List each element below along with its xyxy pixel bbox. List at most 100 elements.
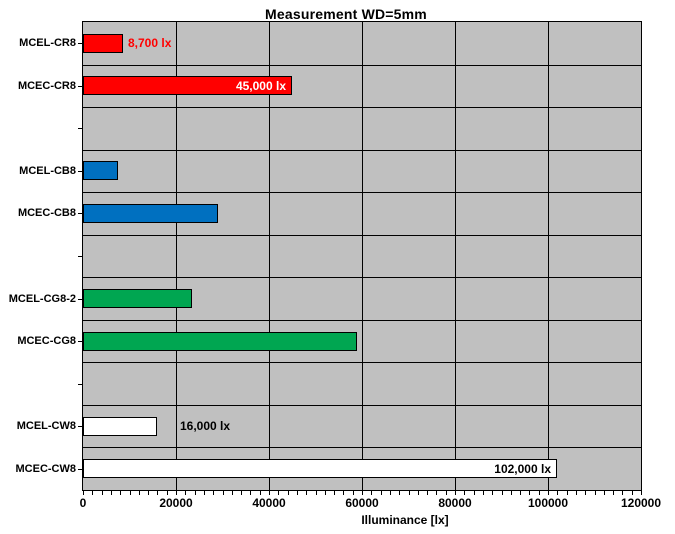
minor-tick — [604, 491, 605, 495]
minor-tick — [130, 491, 131, 495]
category-label: MCEC-CG8 — [17, 335, 76, 347]
minor-tick — [567, 491, 568, 495]
minor-tick — [418, 491, 419, 495]
category-tick — [78, 43, 83, 44]
category-tick — [78, 86, 83, 87]
minor-tick — [325, 491, 326, 495]
vertical-gridline — [176, 22, 177, 490]
minor-tick — [167, 491, 168, 495]
category-tick — [78, 128, 83, 129]
minor-tick — [585, 491, 586, 495]
minor-tick — [427, 491, 428, 495]
category-tick — [78, 171, 83, 172]
vertical-gridline — [269, 22, 270, 490]
minor-tick — [139, 491, 140, 495]
category-tick — [78, 426, 83, 427]
minor-tick — [511, 491, 512, 495]
minor-tick — [120, 491, 121, 495]
minor-tick — [483, 491, 484, 495]
minor-tick — [102, 491, 103, 495]
minor-tick — [381, 491, 382, 495]
minor-tick — [306, 491, 307, 495]
horizontal-gridline — [83, 235, 641, 236]
vertical-gridline — [362, 22, 363, 490]
minor-tick — [409, 491, 410, 495]
horizontal-gridline — [83, 320, 641, 321]
minor-tick — [157, 491, 158, 495]
category-tick — [78, 341, 83, 342]
minor-tick — [111, 491, 112, 495]
minor-tick — [390, 491, 391, 495]
minor-tick — [223, 491, 224, 495]
x-tick-label: 80000 — [438, 496, 472, 510]
minor-tick — [195, 491, 196, 495]
bar — [83, 417, 157, 436]
minor-tick — [474, 491, 475, 495]
minor-tick — [343, 491, 344, 495]
minor-tick — [502, 491, 503, 495]
minor-tick — [269, 491, 270, 495]
minor-tick — [278, 491, 279, 495]
category-label: MCEC-CW8 — [15, 463, 77, 475]
data-label: 102,000 lx — [494, 462, 551, 476]
category-tick — [78, 213, 83, 214]
minor-tick — [548, 491, 549, 495]
bar — [83, 289, 192, 308]
minor-tick — [204, 491, 205, 495]
horizontal-gridline — [83, 447, 641, 448]
category-tick — [78, 384, 83, 385]
minor-tick — [455, 491, 456, 495]
minor-tick — [316, 491, 317, 495]
category-label: MCEL-CR8 — [19, 37, 76, 49]
minor-tick — [641, 491, 642, 495]
minor-tick — [250, 491, 251, 495]
horizontal-gridline — [83, 65, 641, 66]
minor-tick — [557, 491, 558, 495]
x-tick-label: 100000 — [527, 496, 569, 510]
data-label: 16,000 lx — [180, 419, 231, 433]
category-label: MCEL-CG8-2 — [8, 293, 76, 305]
x-tick-label: 40000 — [252, 496, 286, 510]
minor-tick — [446, 491, 447, 495]
minor-tick — [529, 491, 530, 495]
category-tick — [78, 256, 83, 257]
minor-tick — [632, 491, 633, 495]
minor-tick — [92, 491, 93, 495]
minor-tick — [576, 491, 577, 495]
bar — [83, 76, 292, 95]
horizontal-gridline — [83, 277, 641, 278]
horizontal-gridline — [83, 192, 641, 193]
category-label: MCEL-CB8 — [19, 165, 76, 177]
minor-tick — [148, 491, 149, 495]
minor-tick — [83, 491, 84, 495]
minor-tick — [436, 491, 437, 495]
chart-title: Measurement WD=5mm — [265, 6, 427, 22]
x-tick-label: 60000 — [345, 496, 379, 510]
horizontal-gridline — [83, 405, 641, 406]
minor-tick — [622, 491, 623, 495]
minor-tick — [241, 491, 242, 495]
category-label: MCEC-CB8 — [17, 207, 76, 219]
minor-tick — [520, 491, 521, 495]
minor-tick — [176, 491, 177, 495]
x-tick-label: 120000 — [620, 496, 662, 510]
data-label: 8,700 lx — [128, 36, 172, 50]
x-tick-label: 0 — [79, 496, 87, 510]
category-label: MCEL-CW8 — [16, 420, 76, 432]
minor-tick — [288, 491, 289, 495]
vertical-gridline — [455, 22, 456, 490]
minor-tick — [334, 491, 335, 495]
minor-tick — [399, 491, 400, 495]
minor-tick — [353, 491, 354, 495]
minor-tick — [464, 491, 465, 495]
bar — [83, 204, 218, 223]
minor-tick — [260, 491, 261, 495]
minor-tick — [232, 491, 233, 495]
category-tick — [78, 469, 83, 470]
category-tick — [78, 299, 83, 300]
vertical-gridline — [548, 22, 549, 490]
horizontal-gridline — [83, 150, 641, 151]
horizontal-gridline — [83, 107, 641, 108]
data-label: 45,000 lx — [235, 79, 286, 93]
